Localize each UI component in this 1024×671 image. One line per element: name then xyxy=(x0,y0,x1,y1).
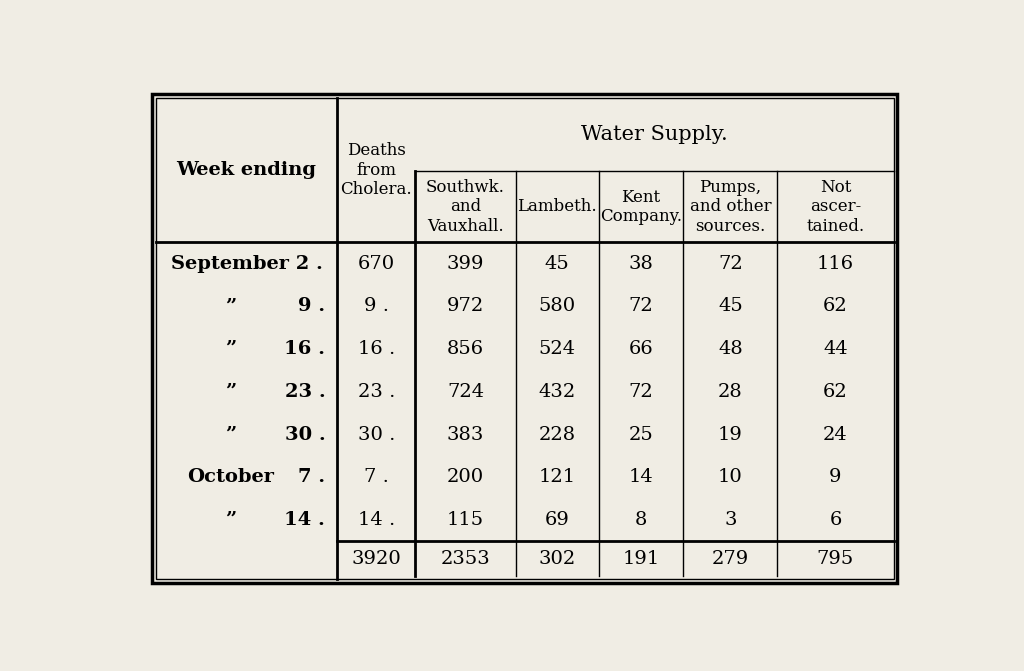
Text: 28: 28 xyxy=(718,383,742,401)
Text: 10: 10 xyxy=(718,468,742,486)
Text: 24: 24 xyxy=(823,425,848,444)
Text: 38: 38 xyxy=(629,254,653,272)
Text: 524: 524 xyxy=(539,340,575,358)
Text: 9 .: 9 . xyxy=(364,297,389,315)
Text: 69: 69 xyxy=(545,511,569,529)
Text: Week ending: Week ending xyxy=(176,161,316,179)
Text: 44: 44 xyxy=(823,340,848,358)
Text: 62: 62 xyxy=(823,297,848,315)
Text: Kent
Company.: Kent Company. xyxy=(600,189,682,225)
Text: 399: 399 xyxy=(446,254,484,272)
Text: September 2 .: September 2 . xyxy=(171,254,323,272)
Text: Pumps,
and other
sources.: Pumps, and other sources. xyxy=(689,178,771,235)
Text: 23 .: 23 . xyxy=(357,383,395,401)
Text: 8: 8 xyxy=(635,511,647,529)
Text: 670: 670 xyxy=(357,254,395,272)
Text: 724: 724 xyxy=(446,383,484,401)
Text: 121: 121 xyxy=(539,468,575,486)
Text: 795: 795 xyxy=(817,550,854,568)
Text: 9: 9 xyxy=(829,468,842,486)
Text: Deaths
from
Cholera.: Deaths from Cholera. xyxy=(340,142,412,199)
Text: 580: 580 xyxy=(539,297,575,315)
Text: 432: 432 xyxy=(539,383,575,401)
Text: 14 .: 14 . xyxy=(357,511,395,529)
Text: 72: 72 xyxy=(629,383,653,401)
Text: Not
ascer-
tained.: Not ascer- tained. xyxy=(807,178,864,235)
Text: October: October xyxy=(187,468,274,486)
Text: 3920: 3920 xyxy=(351,550,401,568)
Text: 200: 200 xyxy=(446,468,484,486)
Text: 19: 19 xyxy=(718,425,742,444)
Text: 856: 856 xyxy=(446,340,484,358)
Text: 62: 62 xyxy=(823,383,848,401)
Text: 72: 72 xyxy=(718,254,742,272)
Text: 9 .: 9 . xyxy=(298,297,326,315)
Text: 383: 383 xyxy=(446,425,484,444)
Text: ”: ” xyxy=(225,425,237,444)
Text: 30 .: 30 . xyxy=(357,425,395,444)
Text: 23 .: 23 . xyxy=(285,383,326,401)
Text: Southwk.
and
Vauxhall.: Southwk. and Vauxhall. xyxy=(426,178,505,235)
Text: 16 .: 16 . xyxy=(285,340,326,358)
Text: ”: ” xyxy=(225,383,237,401)
Text: 116: 116 xyxy=(817,254,854,272)
Text: 2353: 2353 xyxy=(440,550,490,568)
Text: ”: ” xyxy=(225,340,237,358)
Text: 7 .: 7 . xyxy=(364,468,389,486)
Text: 191: 191 xyxy=(623,550,659,568)
Text: 3: 3 xyxy=(724,511,736,529)
Text: 48: 48 xyxy=(718,340,742,358)
Text: ”: ” xyxy=(225,511,237,529)
Text: ”: ” xyxy=(225,297,237,315)
Text: 972: 972 xyxy=(446,297,484,315)
Text: 72: 72 xyxy=(629,297,653,315)
Text: 279: 279 xyxy=(712,550,749,568)
Text: 302: 302 xyxy=(539,550,575,568)
Text: 14: 14 xyxy=(629,468,653,486)
Text: 16 .: 16 . xyxy=(357,340,395,358)
Text: 115: 115 xyxy=(446,511,484,529)
Text: 66: 66 xyxy=(629,340,653,358)
Text: 45: 45 xyxy=(718,297,742,315)
Text: Water Supply.: Water Supply. xyxy=(582,125,728,144)
Text: 30 .: 30 . xyxy=(285,425,326,444)
Text: 7 .: 7 . xyxy=(298,468,326,486)
Text: 14 .: 14 . xyxy=(285,511,326,529)
Text: 228: 228 xyxy=(539,425,575,444)
Text: Lambeth.: Lambeth. xyxy=(517,199,597,215)
Text: 45: 45 xyxy=(545,254,569,272)
Text: 6: 6 xyxy=(829,511,842,529)
Text: 25: 25 xyxy=(629,425,653,444)
